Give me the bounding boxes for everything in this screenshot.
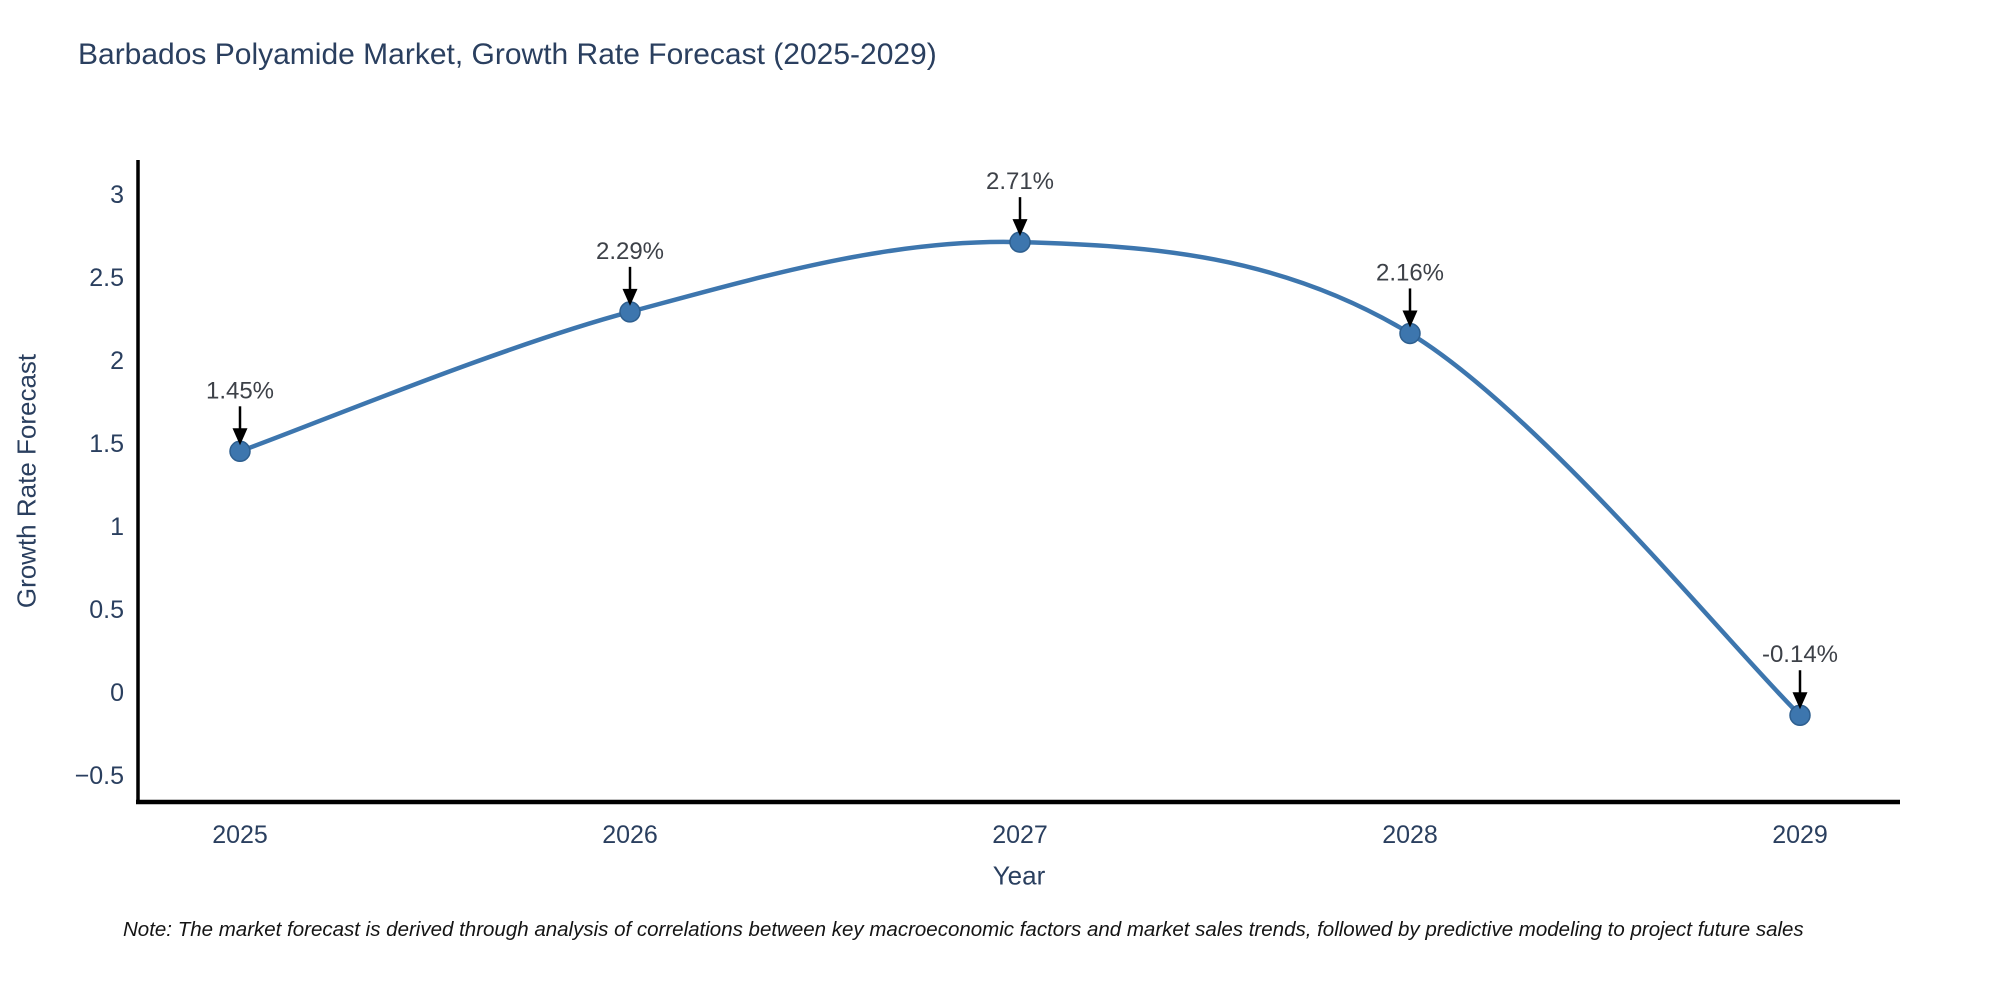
annotation-label: -0.14% — [1762, 641, 1838, 668]
annotation-arrow-head — [1792, 692, 1808, 710]
chart-title: Barbados Polyamide Market, Growth Rate F… — [78, 38, 937, 71]
y-tick-label: −0.5 — [75, 762, 124, 790]
trend-line — [237, 239, 1803, 718]
annotation-label: 2.29% — [596, 238, 664, 265]
y-tick-label: 0 — [110, 679, 124, 707]
x-tick-label: 2025 — [212, 821, 268, 849]
y-tick-label: 3 — [110, 181, 124, 209]
x-tick-label: 2027 — [992, 821, 1048, 849]
x-axis-title: Year — [992, 860, 1046, 891]
x-tick-label: 2026 — [602, 821, 658, 849]
annotation-label: 2.71% — [986, 168, 1054, 195]
y-tick-label: 2 — [110, 347, 124, 375]
annotation-arrow-head — [232, 428, 248, 446]
y-tick-label: 2.5 — [89, 264, 124, 292]
annotation-label: 2.16% — [1376, 259, 1444, 286]
annotation-arrow-head — [1402, 310, 1418, 328]
y-tick-label: 0.5 — [89, 596, 124, 624]
annotation-arrow-head — [622, 288, 638, 306]
footnote: Note: The market forecast is derived thr… — [123, 918, 1804, 941]
x-tick-label: 2029 — [1772, 821, 1828, 849]
x-tick-label: 2028 — [1382, 821, 1438, 849]
annotation-label: 1.45% — [206, 377, 274, 404]
y-tick-label: 1.5 — [89, 430, 124, 458]
annotation-arrow-head — [1012, 219, 1028, 237]
y-axis-title: Growth Rate Forecast — [11, 353, 42, 609]
y-tick-label: 1 — [110, 513, 124, 541]
